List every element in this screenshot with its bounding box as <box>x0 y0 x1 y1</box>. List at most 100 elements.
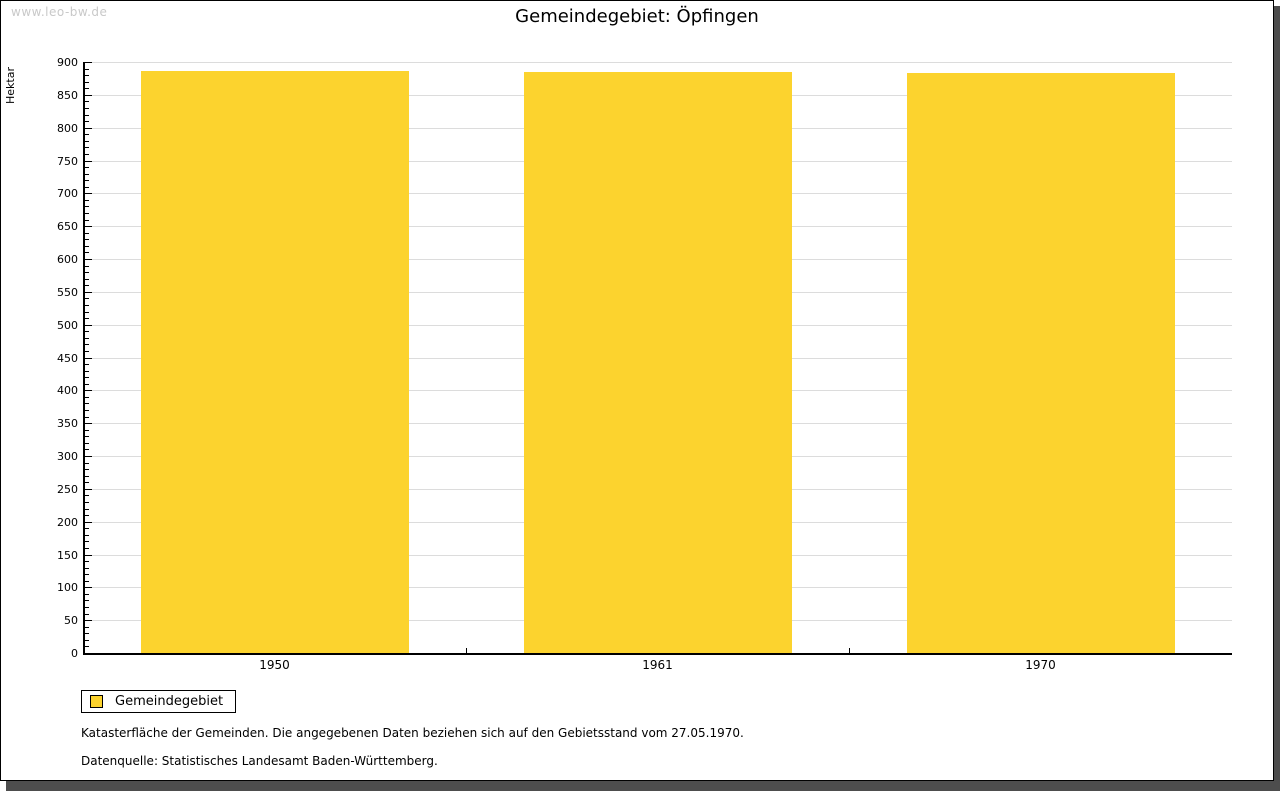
y-minor-tick <box>85 442 89 444</box>
y-tick-label: 150 <box>57 548 78 562</box>
y-major-tick <box>85 587 92 589</box>
y-minor-tick <box>85 547 89 549</box>
y-major-tick <box>85 456 92 457</box>
y-minor-tick <box>85 364 89 366</box>
y-minor-tick <box>85 167 89 169</box>
gridline <box>83 62 1232 63</box>
y-minor-tick <box>85 482 89 484</box>
y-major-tick <box>85 521 92 523</box>
y-minor-tick <box>85 245 89 247</box>
y-minor-tick <box>85 337 89 339</box>
y-tick-label: 600 <box>57 253 78 266</box>
y-minor-tick <box>85 383 89 385</box>
y-minor-tick <box>85 278 89 280</box>
y-minor-tick <box>85 410 89 412</box>
y-minor-tick <box>85 593 89 595</box>
y-minor-tick <box>85 88 89 90</box>
y-minor-tick <box>85 469 89 471</box>
y-minor-tick <box>85 107 89 109</box>
y-minor-tick <box>85 403 89 405</box>
y-minor-tick <box>85 219 89 221</box>
y-major-tick <box>85 226 92 228</box>
y-major-tick <box>85 324 92 326</box>
y-minor-tick <box>85 607 89 609</box>
y-major-tick <box>85 423 92 425</box>
y-tick-label: 650 <box>57 220 78 234</box>
x-tick-label: 1950 <box>259 658 290 672</box>
y-minor-tick <box>85 515 89 517</box>
x-tick-label: 1970 <box>1025 658 1056 672</box>
y-minor-tick <box>85 318 89 320</box>
y-minor-tick <box>85 206 89 208</box>
y-minor-tick <box>85 561 89 563</box>
y-minor-tick <box>85 153 89 155</box>
y-minor-tick <box>85 646 89 648</box>
y-major-tick <box>85 357 92 359</box>
y-minor-tick <box>85 232 89 234</box>
x-boundary-tick <box>466 648 467 653</box>
y-tick-label: 100 <box>57 581 78 595</box>
y-major-tick <box>85 390 92 392</box>
y-minor-tick <box>85 574 89 576</box>
y-axis-title: Hektar <box>4 67 17 105</box>
page-shadow-right <box>1274 6 1280 791</box>
y-minor-tick <box>85 114 89 116</box>
legend-label: Gemeindegebiet <box>115 694 224 709</box>
y-minor-tick <box>85 639 89 641</box>
y-minor-tick <box>85 272 89 274</box>
y-major-tick <box>85 160 92 162</box>
y-minor-tick <box>85 633 89 635</box>
y-minor-tick <box>85 370 89 372</box>
y-major-tick <box>85 259 92 260</box>
watermark: www.leo-bw.de <box>11 5 108 19</box>
y-minor-tick <box>85 416 89 418</box>
y-minor-tick <box>85 134 89 136</box>
y-minor-tick <box>85 121 89 123</box>
y-tick-label: 300 <box>57 450 78 463</box>
y-minor-tick <box>85 252 89 254</box>
y-minor-tick <box>85 147 89 149</box>
y-tick-label: 850 <box>57 88 78 102</box>
y-minor-tick <box>85 239 89 241</box>
y-minor-tick <box>85 377 89 379</box>
footnote-data-source: Datenquelle: Statistisches Landesamt Bad… <box>81 754 438 768</box>
y-minor-tick <box>85 186 89 188</box>
y-minor-tick <box>85 298 89 300</box>
y-minor-tick <box>85 101 89 103</box>
y-minor-tick <box>85 68 89 70</box>
y-minor-tick <box>85 613 89 615</box>
y-tick-label: 750 <box>57 154 78 168</box>
y-major-tick <box>85 193 92 195</box>
y-tick-label: 450 <box>57 351 78 365</box>
y-tick-label: 800 <box>57 121 78 135</box>
legend: Gemeindegebiet <box>81 690 237 713</box>
y-minor-tick <box>85 600 89 602</box>
y-tick-label: 0 <box>71 647 78 660</box>
y-minor-tick <box>85 75 89 77</box>
y-major-tick <box>85 62 92 63</box>
footnote-source-note: Katasterfläche der Gemeinden. Die angege… <box>81 726 744 740</box>
y-minor-tick <box>85 567 89 569</box>
y-major-tick <box>85 620 92 622</box>
y-tick-label: 200 <box>57 515 78 529</box>
y-minor-tick <box>85 528 89 530</box>
y-minor-tick <box>85 396 89 398</box>
y-minor-tick <box>85 436 89 438</box>
bar-1961 <box>523 71 792 653</box>
y-major-tick <box>85 291 92 293</box>
y-minor-tick <box>85 501 89 503</box>
y-minor-tick <box>85 173 89 175</box>
y-minor-tick <box>85 580 89 582</box>
y-tick-label: 350 <box>57 417 78 431</box>
y-minor-tick <box>85 495 89 497</box>
y-minor-tick <box>85 350 89 352</box>
x-axis-line <box>83 653 1232 655</box>
y-minor-tick <box>85 140 89 142</box>
bar-1970 <box>906 72 1175 653</box>
y-tick-label: 400 <box>57 384 78 398</box>
y-minor-tick <box>85 534 89 536</box>
y-tick-label: 500 <box>57 318 78 332</box>
y-minor-tick <box>85 475 89 477</box>
y-minor-tick <box>85 285 89 287</box>
